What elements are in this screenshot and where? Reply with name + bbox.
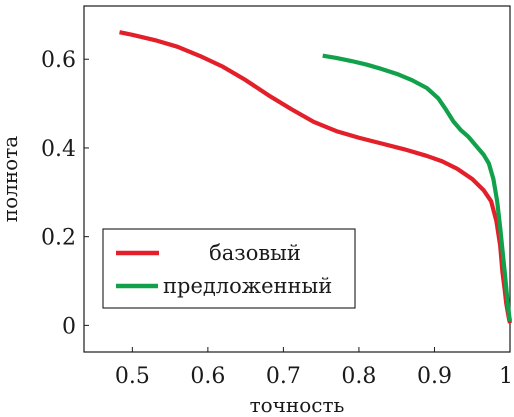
y-tick-label: 0 <box>62 314 76 339</box>
y-tick-label: 0.6 <box>41 48 76 73</box>
x-tick-label: 0.7 <box>266 364 301 389</box>
y-tick-label: 0.2 <box>41 226 76 251</box>
y-ticks: 0 0.2 0.4 0.6 <box>41 48 89 339</box>
x-ticks: 0.5 0.6 0.7 0.8 0.9 1 <box>115 347 513 389</box>
y-axis-label: полнота <box>0 136 22 223</box>
plot-area <box>83 5 511 353</box>
x-tick-label: 0.8 <box>341 364 376 389</box>
x-tick-label: 0.9 <box>417 364 452 389</box>
legend: базовый предложенный <box>102 228 356 309</box>
series-layer <box>119 30 513 324</box>
y-tick-label: 0.4 <box>41 137 76 162</box>
x-tick-label: 0.5 <box>115 364 150 389</box>
x-tick-label: 1 <box>499 364 513 389</box>
x-tick-label: 0.6 <box>190 364 225 389</box>
legend-box <box>102 228 356 309</box>
legend-label-proposed: предложенный <box>163 274 332 298</box>
legend-label-baseline: базовый <box>209 241 301 265</box>
x-axis-label: точность <box>250 393 345 417</box>
series-line-proposed <box>322 53 513 322</box>
